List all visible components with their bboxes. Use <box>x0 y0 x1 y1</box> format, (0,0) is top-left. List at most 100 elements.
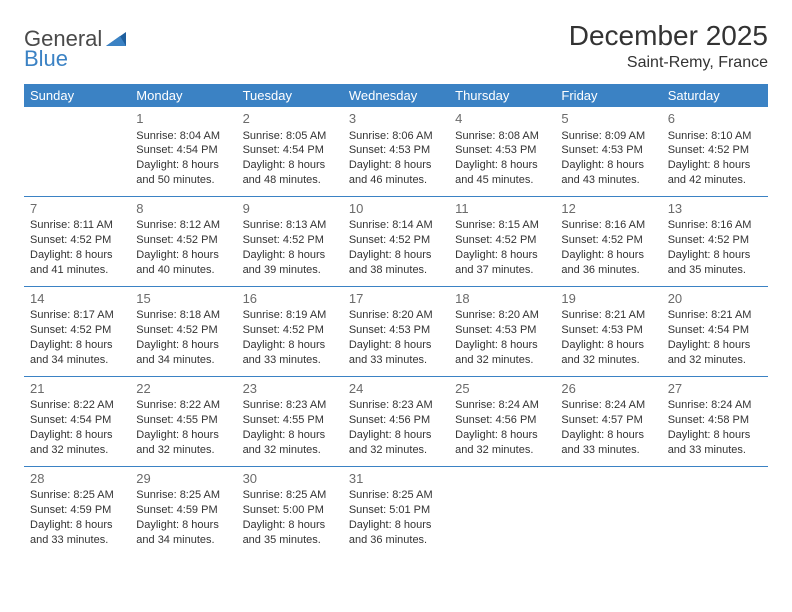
sunrise-text: Sunrise: 8:24 AM <box>561 398 655 413</box>
logo-triangle-icon <box>106 28 126 51</box>
sunrise-text: Sunrise: 8:24 AM <box>455 398 549 413</box>
calendar-cell: 29Sunrise: 8:25 AMSunset: 4:59 PMDayligh… <box>130 466 236 555</box>
daylight-text: Daylight: 8 hours <box>668 338 762 353</box>
sunrise-text: Sunrise: 8:16 AM <box>561 218 655 233</box>
day-number: 8 <box>136 200 230 218</box>
sunset-text: Sunset: 4:52 PM <box>136 233 230 248</box>
calendar-cell <box>449 466 555 555</box>
calendar-week-row: 7Sunrise: 8:11 AMSunset: 4:52 PMDaylight… <box>24 196 768 286</box>
sunset-text: Sunset: 4:52 PM <box>668 233 762 248</box>
calendar-week-row: 28Sunrise: 8:25 AMSunset: 4:59 PMDayligh… <box>24 466 768 555</box>
daylight-text: and 39 minutes. <box>243 263 337 278</box>
sunrise-text: Sunrise: 8:25 AM <box>136 488 230 503</box>
daylight-text: Daylight: 8 hours <box>349 158 443 173</box>
daylight-text: Daylight: 8 hours <box>30 338 124 353</box>
day-number: 5 <box>561 110 655 128</box>
sunrise-text: Sunrise: 8:08 AM <box>455 129 549 144</box>
calendar-cell: 21Sunrise: 8:22 AMSunset: 4:54 PMDayligh… <box>24 376 130 466</box>
daylight-text: and 34 minutes. <box>30 353 124 368</box>
day-number: 10 <box>349 200 443 218</box>
header: General December 2025 Saint-Remy, France <box>24 20 768 72</box>
daylight-text: and 33 minutes. <box>349 353 443 368</box>
daylight-text: and 48 minutes. <box>243 173 337 188</box>
daylight-text: Daylight: 8 hours <box>349 518 443 533</box>
daylight-text: Daylight: 8 hours <box>668 158 762 173</box>
daylight-text: Daylight: 8 hours <box>243 428 337 443</box>
daylight-text: and 32 minutes. <box>30 443 124 458</box>
calendar-cell: 17Sunrise: 8:20 AMSunset: 4:53 PMDayligh… <box>343 286 449 376</box>
calendar-cell: 27Sunrise: 8:24 AMSunset: 4:58 PMDayligh… <box>662 376 768 466</box>
sunrise-text: Sunrise: 8:09 AM <box>561 129 655 144</box>
sunset-text: Sunset: 5:01 PM <box>349 503 443 518</box>
sunset-text: Sunset: 4:58 PM <box>668 413 762 428</box>
daylight-text: and 43 minutes. <box>561 173 655 188</box>
daylight-text: and 32 minutes. <box>455 353 549 368</box>
calendar-cell: 22Sunrise: 8:22 AMSunset: 4:55 PMDayligh… <box>130 376 236 466</box>
sunset-text: Sunset: 5:00 PM <box>243 503 337 518</box>
daylight-text: Daylight: 8 hours <box>455 248 549 263</box>
sunset-text: Sunset: 4:54 PM <box>30 413 124 428</box>
day-number: 12 <box>561 200 655 218</box>
day-number: 28 <box>30 470 124 488</box>
day-number: 15 <box>136 290 230 308</box>
daylight-text: and 33 minutes. <box>243 353 337 368</box>
sunset-text: Sunset: 4:52 PM <box>455 233 549 248</box>
sunrise-text: Sunrise: 8:20 AM <box>349 308 443 323</box>
calendar-header-row: Sunday Monday Tuesday Wednesday Thursday… <box>24 84 768 107</box>
sunset-text: Sunset: 4:53 PM <box>349 143 443 158</box>
sunrise-text: Sunrise: 8:21 AM <box>668 308 762 323</box>
sunset-text: Sunset: 4:56 PM <box>455 413 549 428</box>
sunrise-text: Sunrise: 8:13 AM <box>243 218 337 233</box>
daylight-text: Daylight: 8 hours <box>243 518 337 533</box>
calendar-week-row: 14Sunrise: 8:17 AMSunset: 4:52 PMDayligh… <box>24 286 768 376</box>
day-number: 3 <box>349 110 443 128</box>
sunrise-text: Sunrise: 8:15 AM <box>455 218 549 233</box>
day-number: 23 <box>243 380 337 398</box>
dow-tuesday: Tuesday <box>237 84 343 107</box>
sunrise-text: Sunrise: 8:23 AM <box>243 398 337 413</box>
daylight-text: Daylight: 8 hours <box>561 158 655 173</box>
sunrise-text: Sunrise: 8:25 AM <box>30 488 124 503</box>
daylight-text: and 45 minutes. <box>455 173 549 188</box>
day-number: 30 <box>243 470 337 488</box>
sunrise-text: Sunrise: 8:22 AM <box>136 398 230 413</box>
title-block: December 2025 Saint-Remy, France <box>569 20 768 72</box>
calendar-cell: 19Sunrise: 8:21 AMSunset: 4:53 PMDayligh… <box>555 286 661 376</box>
sunset-text: Sunset: 4:55 PM <box>243 413 337 428</box>
calendar-cell: 2Sunrise: 8:05 AMSunset: 4:54 PMDaylight… <box>237 107 343 196</box>
location: Saint-Remy, France <box>569 54 768 72</box>
dow-monday: Monday <box>130 84 236 107</box>
dow-thursday: Thursday <box>449 84 555 107</box>
day-number: 14 <box>30 290 124 308</box>
daylight-text: and 37 minutes. <box>455 263 549 278</box>
daylight-text: Daylight: 8 hours <box>561 428 655 443</box>
calendar-cell: 15Sunrise: 8:18 AMSunset: 4:52 PMDayligh… <box>130 286 236 376</box>
daylight-text: and 33 minutes. <box>668 443 762 458</box>
calendar-cell: 20Sunrise: 8:21 AMSunset: 4:54 PMDayligh… <box>662 286 768 376</box>
daylight-text: and 36 minutes. <box>349 533 443 548</box>
daylight-text: and 33 minutes. <box>30 533 124 548</box>
calendar-cell: 13Sunrise: 8:16 AMSunset: 4:52 PMDayligh… <box>662 196 768 286</box>
sunrise-text: Sunrise: 8:16 AM <box>668 218 762 233</box>
calendar-cell: 12Sunrise: 8:16 AMSunset: 4:52 PMDayligh… <box>555 196 661 286</box>
day-number: 4 <box>455 110 549 128</box>
day-number: 9 <box>243 200 337 218</box>
daylight-text: and 32 minutes. <box>561 353 655 368</box>
calendar-cell: 25Sunrise: 8:24 AMSunset: 4:56 PMDayligh… <box>449 376 555 466</box>
sunrise-text: Sunrise: 8:18 AM <box>136 308 230 323</box>
daylight-text: Daylight: 8 hours <box>136 158 230 173</box>
calendar-cell <box>24 107 130 196</box>
sunset-text: Sunset: 4:52 PM <box>561 233 655 248</box>
daylight-text: Daylight: 8 hours <box>349 248 443 263</box>
calendar-cell: 9Sunrise: 8:13 AMSunset: 4:52 PMDaylight… <box>237 196 343 286</box>
sunset-text: Sunset: 4:54 PM <box>136 143 230 158</box>
sunset-text: Sunset: 4:52 PM <box>243 323 337 338</box>
sunrise-text: Sunrise: 8:11 AM <box>30 218 124 233</box>
day-number: 6 <box>668 110 762 128</box>
sunrise-text: Sunrise: 8:24 AM <box>668 398 762 413</box>
day-number: 11 <box>455 200 549 218</box>
daylight-text: Daylight: 8 hours <box>455 158 549 173</box>
daylight-text: Daylight: 8 hours <box>243 248 337 263</box>
calendar-cell: 18Sunrise: 8:20 AMSunset: 4:53 PMDayligh… <box>449 286 555 376</box>
daylight-text: Daylight: 8 hours <box>30 518 124 533</box>
